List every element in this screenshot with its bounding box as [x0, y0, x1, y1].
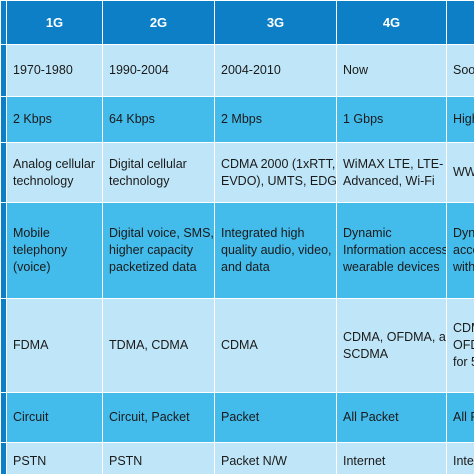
- cell-4g: WiMAX LTE, LTE- Advanced, Wi-Fi: [336, 142, 447, 203]
- cell-3g: Packet: [214, 392, 337, 443]
- cell-1g: 1970-1980: [6, 44, 103, 97]
- header-3g: 3G: [214, 0, 337, 45]
- cell-5g: Inter: [446, 442, 474, 474]
- cell-4g: CDMA, OFDMA, andSCDMA: [336, 298, 447, 393]
- cell-2g: 1990-2004: [102, 44, 215, 97]
- table-row: Mobile telephony (voice) Digital voice, SMS…: [0, 202, 474, 299]
- cell-3g: Packet N/W: [214, 442, 337, 474]
- cell-5g: CDMAOFDMfor 5G: [446, 298, 474, 393]
- cell-4g: Dynamic Information access, wearable devic…: [336, 202, 447, 299]
- cell-1g: Circuit: [6, 392, 103, 443]
- cell-3g: CDMA: [214, 298, 337, 393]
- cell-3g: 2004-2010: [214, 44, 337, 97]
- table-row: Analog cellular technology Digital cellula…: [0, 142, 474, 203]
- header-5g: [446, 0, 474, 45]
- cell-4g: Now: [336, 44, 447, 97]
- header-4g: 4G: [336, 0, 447, 45]
- cell-1g: Analog cellular technology: [6, 142, 103, 203]
- cell-5g: WWW: [446, 142, 474, 203]
- cell-2g: Digital cellular technology: [102, 142, 215, 203]
- cell-2g: TDMA, CDMA: [102, 298, 215, 393]
- cell-2g: PSTN: [102, 442, 215, 474]
- header-2g: 2G: [102, 0, 215, 45]
- cell-3g: 2 Mbps: [214, 96, 337, 143]
- cell-1g: FDMA: [6, 298, 103, 393]
- cell-4g: Internet: [336, 442, 447, 474]
- cell-1g: PSTN: [6, 442, 103, 474]
- header-1g: 1G: [6, 0, 103, 45]
- cell-5g: All Pa: [446, 392, 474, 443]
- cell-4g: 1 Gbps: [336, 96, 447, 143]
- cell-5g: Soon: [446, 44, 474, 97]
- cell-1g: 2 Kbps: [6, 96, 103, 143]
- cell-3g: Integrated high quality audio, video, and …: [214, 202, 337, 299]
- cell-4g: All Packet: [336, 392, 447, 443]
- header-row: 1G 2G 3G 4G: [0, 0, 474, 45]
- cell-5g: Dynaaccesswith: [446, 202, 474, 299]
- cell-2g: Circuit, Packet: [102, 392, 215, 443]
- table-row: Circuit Circuit, Packet Packet All Packet Al…: [0, 392, 474, 443]
- cell-3g: CDMA 2000 (1xRTT, EVDO), UMTS, EDGE: [214, 142, 337, 203]
- cell-1g: Mobile telephony (voice): [6, 202, 103, 299]
- cell-2g: Digital voice, SMS, higher capacity packet…: [102, 202, 215, 299]
- cell-2g: 64 Kbps: [102, 96, 215, 143]
- cell-5g: High: [446, 96, 474, 143]
